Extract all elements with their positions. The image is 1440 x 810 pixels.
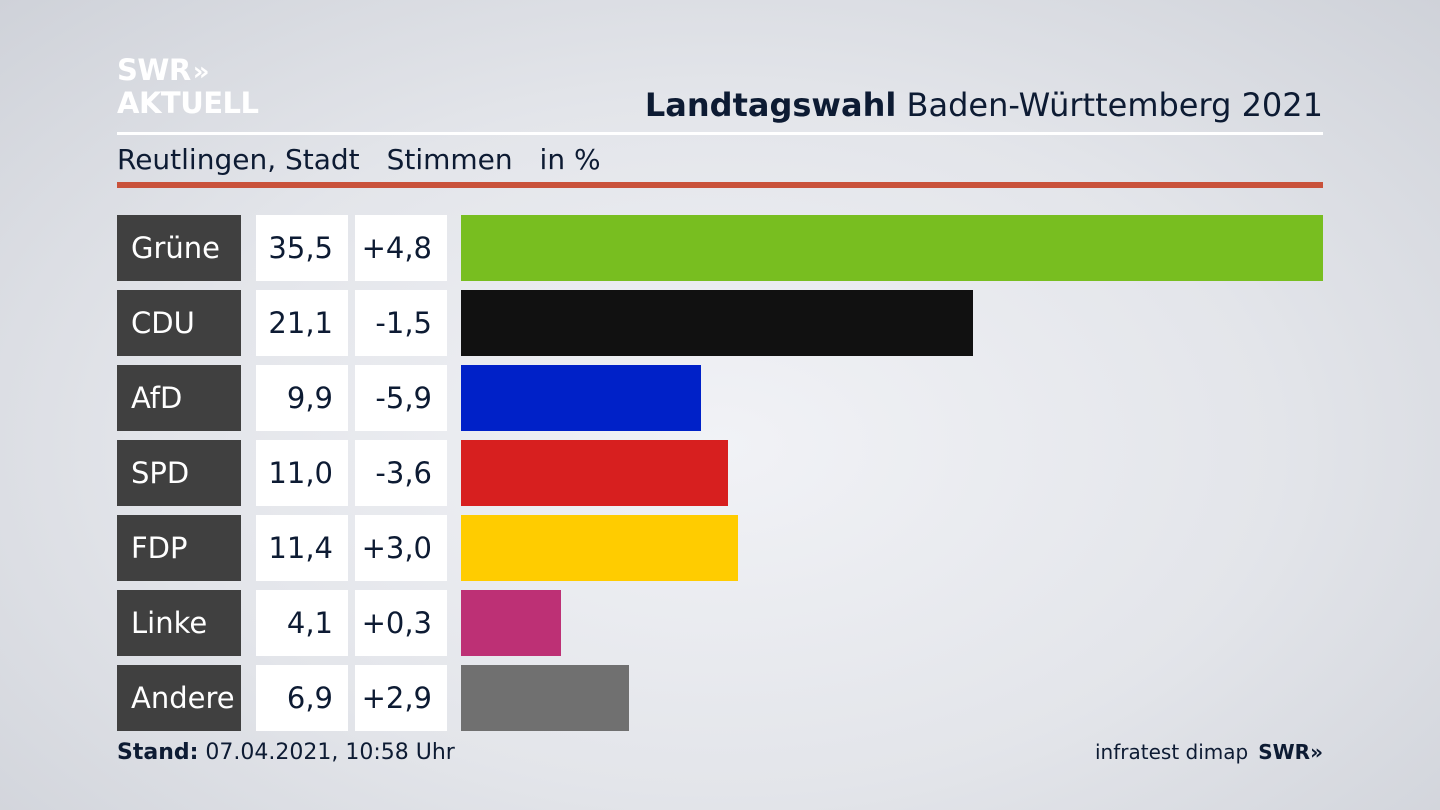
vote-share-label: 4,1 xyxy=(256,590,348,656)
timestamp-label: Stand: xyxy=(117,740,199,765)
vote-share-label: 11,4 xyxy=(256,515,348,581)
vote-share-label: 6,9 xyxy=(256,665,348,731)
bar xyxy=(461,365,701,431)
logo-aktuell: AKTUELL xyxy=(117,86,259,120)
bar xyxy=(461,290,973,356)
vote-share-label: 35,5 xyxy=(256,215,348,281)
source-name: infratest dimap xyxy=(1095,740,1249,764)
vote-share-label: 21,1 xyxy=(256,290,348,356)
logo-swr: SWR xyxy=(117,53,191,87)
bar xyxy=(461,440,728,506)
timestamp-value: 07.04.2021, 10:58 Uhr xyxy=(205,740,455,765)
unit-label: in % xyxy=(539,143,601,176)
swr-brand-logo: SWR» xyxy=(1258,740,1323,764)
chart-title-bold: Landtagswahl xyxy=(644,86,897,124)
chart-title: Landtagswahl Baden-Württemberg 2021 xyxy=(645,86,1323,124)
measure-label: Stimmen xyxy=(386,143,513,176)
change-label: +2,9 xyxy=(355,665,447,731)
timestamp: Stand: 07.04.2021, 10:58 Uhr xyxy=(117,740,455,765)
party-label: AfD xyxy=(117,365,241,431)
chart-subtitle: Reutlingen, Stadt Stimmen in % xyxy=(117,143,619,176)
party-label: SPD xyxy=(117,440,241,506)
logo-chevron-icon: » xyxy=(192,57,210,87)
party-label: Grüne xyxy=(117,215,241,281)
subtitle-divider xyxy=(117,182,1323,188)
party-label: FDP xyxy=(117,515,241,581)
header-divider xyxy=(117,132,1323,135)
change-label: +4,8 xyxy=(355,215,447,281)
change-label: -3,6 xyxy=(355,440,447,506)
change-label: +0,3 xyxy=(355,590,447,656)
vote-share-label: 11,0 xyxy=(256,440,348,506)
party-label: Andere xyxy=(117,665,241,731)
bar xyxy=(461,515,738,581)
party-label: Linke xyxy=(117,590,241,656)
bar xyxy=(461,665,629,731)
change-label: +3,0 xyxy=(355,515,447,581)
chart-title-rest: Baden-Württemberg 2021 xyxy=(906,86,1324,124)
bar xyxy=(461,590,561,656)
change-label: -5,9 xyxy=(355,365,447,431)
change-label: -1,5 xyxy=(355,290,447,356)
swr-aktuell-logo: SWR» AKTUELL xyxy=(117,55,259,119)
source-credit: infratest dimap SWR» xyxy=(1095,740,1323,764)
party-label: CDU xyxy=(117,290,241,356)
bar xyxy=(461,215,1323,281)
vote-share-label: 9,9 xyxy=(256,365,348,431)
region-label: Reutlingen, Stadt xyxy=(117,143,360,176)
